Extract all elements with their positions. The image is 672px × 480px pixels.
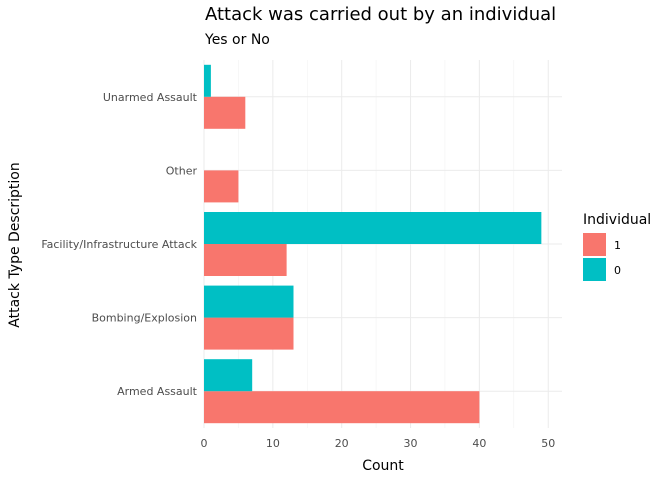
x-tick-label: 20 — [335, 437, 349, 450]
bar-series-1 — [204, 317, 294, 350]
x-tick-label: 40 — [472, 437, 486, 450]
chart-subtitle: Yes or No — [204, 32, 270, 48]
y-tick-label: Other — [166, 164, 198, 177]
plot-area: Armed Assault Bombing/Explosion Facility/I… — [41, 60, 562, 450]
x-axis-title: Count — [362, 458, 404, 474]
y-tick-label: Facility/Infrastructure Attack — [41, 238, 197, 251]
legend-key-0 — [583, 258, 606, 281]
y-tick-label: Armed Assault — [117, 385, 198, 398]
bar-series-1 — [204, 244, 287, 276]
legend: Individual 1 0 — [583, 212, 651, 281]
y-tick-label: Unarmed Assault — [103, 91, 198, 104]
bar-series-1 — [204, 96, 246, 129]
legend-label-0: 0 — [614, 264, 621, 277]
bar-series-1 — [204, 170, 239, 203]
legend-title: Individual — [583, 212, 651, 228]
bar-series-1 — [204, 391, 480, 424]
bar-series-0 — [204, 64, 211, 97]
bar-series-0 — [204, 212, 542, 244]
bar-series-0 — [204, 285, 294, 318]
x-tick-label: 30 — [404, 437, 418, 450]
bar-series-0 — [204, 359, 253, 392]
x-tick-label: 0 — [201, 437, 208, 450]
legend-key-1 — [583, 233, 606, 256]
y-tick-label: Bombing/Explosion — [92, 312, 197, 325]
y-axis-title: Attack Type Description — [7, 162, 23, 327]
x-tick-label: 10 — [266, 437, 280, 450]
chart-title: Attack was carried out by an individual — [205, 4, 556, 25]
x-tick-label: 50 — [541, 437, 555, 450]
legend-label-1: 1 — [614, 239, 621, 252]
